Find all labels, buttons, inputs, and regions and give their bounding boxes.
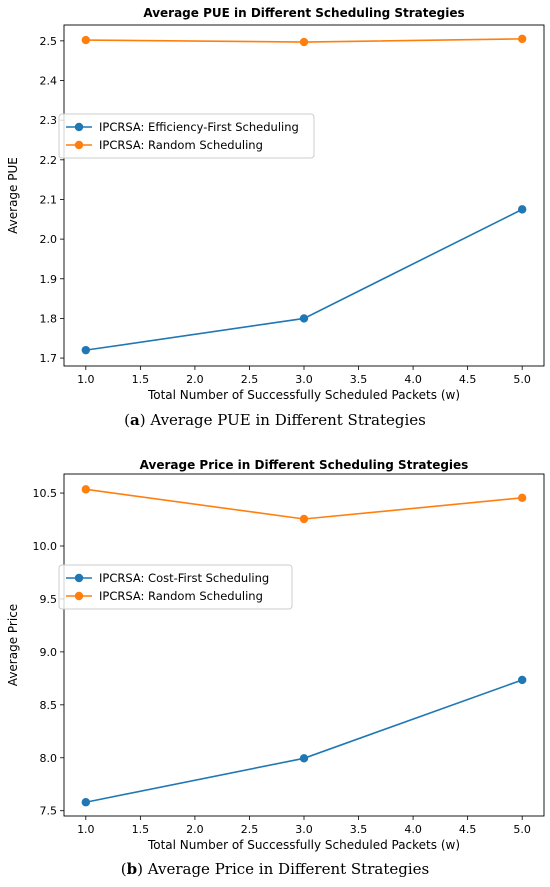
data-point [517,34,527,44]
data-point [299,37,309,47]
x-tick-label: 2.0 [186,373,204,386]
legend-marker [74,591,84,601]
y-tick-label: 1.9 [40,273,58,286]
data-point [517,675,527,685]
x-tick-label: 4.5 [459,373,477,386]
y-tick-label: 1.7 [40,352,58,365]
y-tick-label: 2.1 [40,193,58,206]
legend-label: IPCRSA: Random Scheduling [99,138,263,152]
data-point [81,345,91,355]
x-tick-label: 2.0 [186,823,204,836]
y-tick-label: 8.0 [40,752,58,765]
data-point [517,493,527,503]
pue-chart: Average PUE in Different Scheduling Stra… [6,6,545,402]
legend-marker [74,573,84,583]
data-point [81,798,91,807]
y-axis-label: Average Price [6,604,20,686]
y-tick-label: 2.5 [40,35,58,48]
x-tick-label: 4.0 [404,373,422,386]
caption-b: (b) Average Price in Different Strategie… [120,860,430,878]
legend-marker [74,122,84,132]
y-tick-label: 2.3 [40,114,58,127]
x-tick-label: 3.0 [295,823,313,836]
data-point [299,314,309,323]
x-tick-label: 1.0 [77,373,95,386]
x-tick-label: 3.5 [350,373,368,386]
y-tick-label: 9.0 [40,646,58,659]
y-tick-label: 2.2 [40,154,58,167]
caption-a: (a) Average PUE in Different Strategies [124,411,426,429]
caption-a-text: Average PUE in Different Strategies [145,411,426,429]
y-tick-label: 9.5 [40,593,58,606]
caption-a-letter: a [129,411,140,429]
legend-box [58,113,315,159]
plot-frame [63,473,545,817]
y-tick-label: 8.5 [40,699,58,712]
chart-panel-a: Average PUE in Different Scheduling Stra… [0,0,550,443]
x-tick-label: 3.5 [350,823,368,836]
legend-label: IPCRSA: Efficiency-First Scheduling [99,120,299,134]
x-axis-label: Total Number of Successfully Scheduled P… [147,388,460,402]
series-line-1 [85,488,523,520]
x-tick-label: 4.5 [459,823,477,836]
x-tick-label: 2.5 [241,373,259,386]
x-tick-label: 1.5 [132,373,150,386]
chart-title: Average Price in Different Scheduling St… [140,458,469,472]
data-point [299,754,309,763]
x-tick-label: 5.0 [513,373,531,386]
y-axis-label: Average PUE [6,157,20,234]
data-point [517,205,527,214]
y-tick-label: 7.5 [40,805,58,818]
x-tick-label: 1.0 [77,823,95,836]
y-tick-label: 1.8 [40,312,58,325]
legend-box [58,564,293,610]
legend-marker [74,140,84,150]
x-axis-label: Total Number of Successfully Scheduled P… [147,838,460,852]
chart-title: Average PUE in Different Scheduling Stra… [143,6,464,20]
data-point [81,35,91,45]
legend-label: IPCRSA: Cost-First Scheduling [99,571,269,585]
series-line-0 [85,679,523,804]
y-tick-label: 2.4 [40,75,58,88]
x-tick-label: 2.5 [241,823,259,836]
x-tick-label: 1.5 [132,823,150,836]
data-point [299,514,309,524]
x-tick-label: 3.0 [295,373,313,386]
y-tick-label: 10.5 [33,487,58,500]
y-tick-label: 2.0 [40,233,58,246]
x-tick-label: 4.0 [404,823,422,836]
series-line-0 [85,208,523,351]
y-tick-label: 10.0 [33,540,58,553]
chart-panel-b: Average Price in Different Scheduling St… [0,443,550,887]
price-chart: Average Price in Different Scheduling St… [6,458,545,852]
data-point [81,485,91,494]
caption-b-text: Average Price in Different Strategies [143,860,430,878]
x-tick-label: 5.0 [513,823,531,836]
caption-b-letter: b [126,860,138,878]
legend-label: IPCRSA: Random Scheduling [99,589,263,603]
